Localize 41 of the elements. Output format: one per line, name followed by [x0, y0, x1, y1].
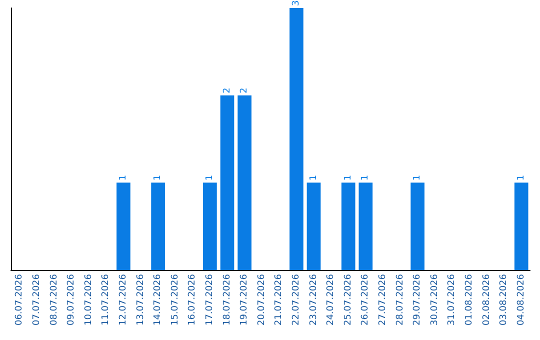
x-tick-label: 12.07.2026: [118, 274, 128, 326]
data-label: 1: [360, 174, 371, 181]
x-tick-label: 30.07.2026: [430, 274, 440, 326]
data-label: 1: [153, 174, 164, 181]
x-tick-label: 03.08.2026: [499, 274, 510, 326]
x-tick-label: 16.07.2026: [188, 274, 198, 326]
x-tick-label: 17.07.2026: [204, 274, 215, 326]
data-label: 1: [118, 174, 128, 181]
x-tick-label: 27.07.2026: [378, 274, 388, 326]
data-label: 3: [291, 0, 302, 6]
x-tick-label: 24.07.2026: [326, 274, 336, 326]
x-tick-label: 31.07.2026: [447, 274, 458, 326]
x-tick-label: 28.07.2026: [395, 274, 406, 326]
data-label: 1: [308, 174, 319, 181]
x-tick-label: 01.08.2026: [464, 274, 474, 326]
x-tick-label: 07.07.2026: [32, 274, 42, 326]
x-tick-label: 23.07.2026: [308, 274, 319, 326]
x-tick-label: 02.08.2026: [482, 274, 492, 326]
data-label: 1: [516, 174, 526, 181]
data-label: 1: [343, 174, 354, 181]
x-tick-label: 21.07.2026: [274, 274, 284, 326]
x-tick-label: 06.07.2026: [14, 274, 25, 326]
x-tick-label: 08.07.2026: [49, 274, 60, 326]
x-tick-label: 25.07.2026: [343, 274, 354, 326]
x-tick-label: 20.07.2026: [256, 274, 267, 326]
x-tick-label: 14.07.2026: [153, 274, 164, 326]
data-label: 2: [222, 88, 232, 94]
x-tick-label: 22.07.2026: [291, 274, 302, 326]
data-label: 2: [240, 88, 250, 94]
x-tick-label: 13.07.2026: [136, 274, 146, 326]
x-tick-label: 26.07.2026: [360, 274, 371, 326]
data-label: 1: [412, 174, 423, 181]
x-tick-label: 09.07.2026: [66, 274, 77, 326]
x-tick-label: 15.07.2026: [170, 274, 180, 326]
x-tick-label: 19.07.2026: [240, 274, 250, 326]
x-tick-label: 11.07.2026: [101, 274, 112, 326]
data-label: 1: [204, 174, 215, 181]
x-tick-label: 29.07.2026: [412, 274, 423, 326]
x-tick-label: 18.07.2026: [222, 274, 232, 326]
x-tick-label: 04.08.2026: [516, 274, 526, 326]
x-tick-label: 10.07.2026: [84, 274, 94, 326]
